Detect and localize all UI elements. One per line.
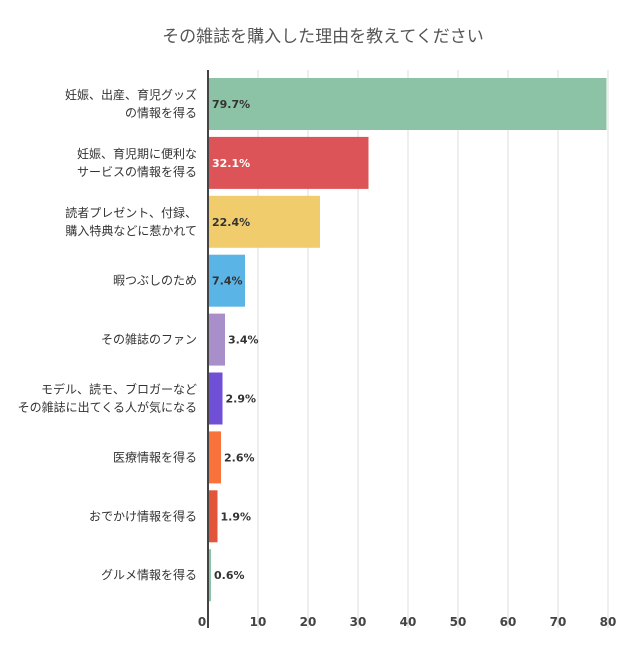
data-label: 7.4% (212, 275, 243, 288)
bar (209, 549, 211, 602)
category-label: 購入特典などに惹かれて (65, 223, 197, 238)
data-label: 22.4% (212, 216, 250, 229)
category-label: の情報を得る (125, 105, 197, 120)
data-label: 2.6% (224, 451, 255, 464)
data-label: 79.7% (212, 98, 250, 111)
category-label: その雑誌に出てくる人が気になる (18, 400, 197, 415)
category-label: 妊娠、育児期に便利な (77, 146, 197, 161)
x-tick-label: 10 (250, 615, 267, 629)
category-label: おでかけ情報を得る (89, 508, 197, 523)
data-label: 0.6% (214, 569, 245, 582)
bar (209, 490, 218, 543)
x-tick-label: 0 (198, 615, 206, 629)
data-label: 3.4% (228, 334, 259, 347)
category-label: 読者プレゼント、付録、 (65, 205, 197, 220)
bar (209, 195, 320, 248)
category-label: 妊娠、出産、育児グッズ (65, 87, 197, 102)
bar (209, 78, 607, 130)
bar (209, 313, 225, 366)
x-tick-label: 40 (400, 615, 417, 629)
bars: 79.7% 32.1% 22.4% 7.4% 3.4% 2.9% 2.6% 1.9% 0.6% (209, 78, 607, 602)
category-label: 暇つぶしのため (113, 274, 197, 288)
bar (209, 254, 245, 307)
data-label: 1.9% (221, 510, 252, 523)
category-label: グルメ情報を得る (101, 567, 197, 582)
bar (209, 136, 369, 189)
category-label: その雑誌のファン (101, 332, 197, 347)
chart-title: その雑誌を購入した理由を教えてください (162, 27, 484, 47)
category-label: モデル、読モ、ブロガーなど (41, 382, 197, 397)
x-tick-label: 50 (450, 615, 467, 629)
category-labels: 妊娠、出産、育児グッズの情報を得る妊娠、育児期に便利なサービスの情報を得る読者プ… (18, 87, 197, 582)
category-label: 医療情報を得る (113, 449, 197, 464)
bar (209, 372, 223, 425)
data-label: 32.1% (212, 157, 250, 170)
data-label: 2.9% (226, 393, 257, 406)
x-tick-label: 30 (350, 615, 367, 629)
x-tick-label: 20 (300, 615, 317, 629)
category-label: サービスの情報を得る (77, 164, 197, 179)
bar (209, 431, 221, 484)
x-tick-label: 80 (600, 615, 617, 629)
x-axis-ticks: 0 10 20 30 40 50 60 70 80 (198, 615, 617, 629)
x-tick-label: 70 (550, 615, 567, 629)
x-tick-label: 60 (500, 615, 517, 629)
